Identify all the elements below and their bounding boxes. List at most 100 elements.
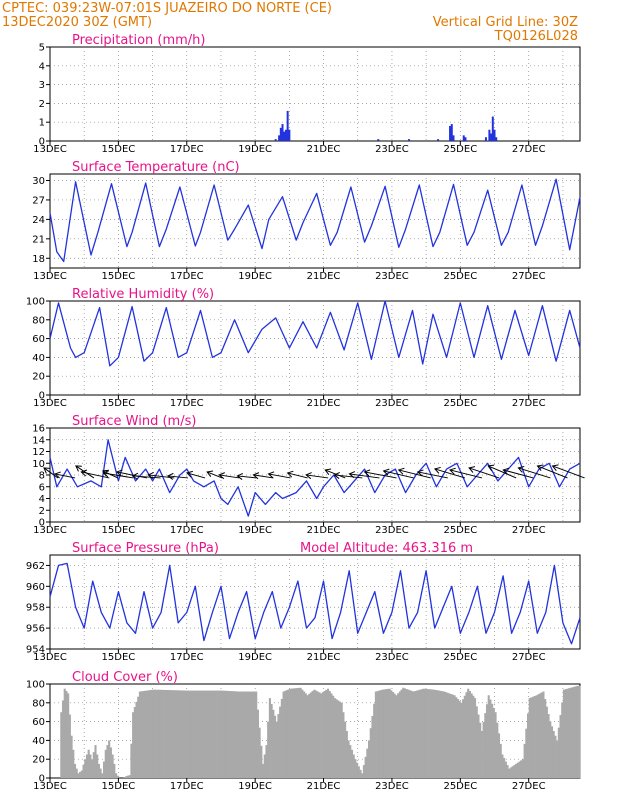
y-tick-label: 100: [26, 680, 45, 691]
cloud-bar: [60, 712, 63, 778]
y-tick-label: 14: [32, 435, 45, 446]
x-tick-label: 21DEC: [307, 525, 341, 536]
cloud-bar: [344, 721, 347, 778]
cloud-bar: [130, 743, 133, 778]
wind-vector: [43, 467, 59, 479]
panel-title: Surface Pressure (hPa): [72, 541, 219, 556]
cloud-bar: [68, 714, 71, 778]
header-station: CPTEC: 039:23W-07:01S JUAZEIRO DO NORTE …: [2, 1, 332, 16]
cloud-bar: [422, 688, 425, 778]
precip-bar: [437, 139, 440, 141]
cloud-bar: [328, 691, 331, 778]
y-tick-label: 4: [39, 494, 45, 505]
cloud-bar: [556, 740, 559, 778]
y-tick-label: 2: [39, 506, 45, 517]
cloud-bar: [467, 688, 470, 778]
cloud-bar: [285, 690, 289, 778]
wind-vector: [487, 465, 517, 479]
cloud-bar: [414, 691, 417, 778]
cloud-bar: [84, 759, 87, 778]
y-tick-label: 24: [32, 215, 45, 226]
wind-arrowhead: [324, 468, 332, 476]
cloud-bar: [426, 689, 429, 778]
cloud-bar: [315, 690, 318, 778]
cloud-bar: [576, 685, 579, 778]
cloud-bar: [504, 761, 507, 778]
wind-arrowhead: [206, 470, 214, 478]
cloud-bar: [479, 722, 482, 778]
cloud-bar: [537, 694, 540, 778]
wind-arrowhead: [186, 470, 193, 478]
y-tick-label: 956: [26, 624, 45, 635]
cloud-bar: [528, 698, 531, 778]
cloud-bar: [226, 690, 229, 778]
cloud-bar: [198, 690, 201, 778]
x-tick-label: 19DEC: [238, 652, 272, 663]
cloud-bar: [311, 691, 314, 778]
cloud-bar: [178, 690, 181, 778]
y-tick-label: 100: [26, 297, 45, 308]
wind-arrowhead: [236, 472, 243, 480]
wind-arrowhead: [43, 467, 51, 474]
cloud-bar: [320, 693, 323, 778]
header-model: TQ0126L028: [494, 29, 578, 44]
cloud-bar: [227, 690, 230, 778]
cloud-bar: [195, 690, 198, 778]
cloud-bar: [80, 770, 83, 778]
x-tick-label: 23DEC: [375, 525, 409, 536]
cloud-bar: [111, 754, 114, 778]
wind-vector: [349, 473, 380, 479]
cloud-bar: [316, 691, 319, 778]
cloud-bar: [169, 690, 172, 778]
wind-vector: [518, 467, 551, 479]
cloud-bar: [116, 775, 119, 778]
cloud-bar: [391, 691, 395, 778]
cloud-bar: [569, 687, 572, 778]
y-tick-label: 0: [39, 391, 45, 402]
cloud-bar: [362, 765, 365, 778]
cloud-bar: [145, 690, 148, 778]
cloud-bar: [354, 759, 357, 778]
wind-vector: [537, 465, 568, 479]
wind-arrowhead: [536, 464, 544, 472]
cloud-bar: [326, 688, 330, 778]
wind-arrowhead: [147, 471, 154, 479]
cloud-bar: [321, 692, 324, 778]
x-tick-label: 27DEC: [512, 781, 546, 792]
cloud-bar: [291, 688, 294, 778]
x-tick-label: 27DEC: [512, 652, 546, 663]
cloud-bar: [332, 695, 335, 778]
cloud-bar: [357, 766, 360, 778]
wind-vector: [383, 470, 414, 479]
cloud-bar: [356, 762, 359, 778]
x-tick-label: 21DEC: [307, 144, 341, 155]
cloud-bar: [323, 691, 326, 778]
cloud-bar: [405, 689, 408, 778]
cloud-bar: [284, 690, 287, 778]
cloud-bar: [550, 726, 554, 778]
cloud-bar: [330, 693, 333, 778]
cloud-bar: [497, 733, 501, 778]
cloud-bar: [397, 693, 400, 778]
cloud-bar: [532, 696, 535, 778]
cloud-bar: [333, 698, 336, 778]
cloud-bar: [270, 703, 273, 778]
wind-arrowhead: [382, 468, 390, 476]
cloud-bar: [183, 690, 186, 778]
wind-arrowhead: [166, 472, 174, 480]
cloud-bar: [424, 688, 427, 778]
cloud-bar: [547, 714, 550, 778]
cloud-bar: [174, 690, 177, 778]
x-tick-label: 27DEC: [512, 271, 546, 282]
cloud-bar: [352, 754, 355, 778]
cloud-bar: [441, 691, 444, 778]
cloud-bar: [150, 689, 153, 778]
cloud-bar: [255, 691, 258, 778]
cloud-bar: [361, 773, 364, 778]
y-tick-label: 0: [39, 774, 45, 785]
x-tick-label: 13DEC: [33, 271, 67, 282]
x-tick-label: 21DEC: [307, 398, 341, 409]
cloud-bar: [72, 749, 75, 778]
cloud-bar: [450, 694, 453, 778]
series-line: [49, 178, 581, 263]
